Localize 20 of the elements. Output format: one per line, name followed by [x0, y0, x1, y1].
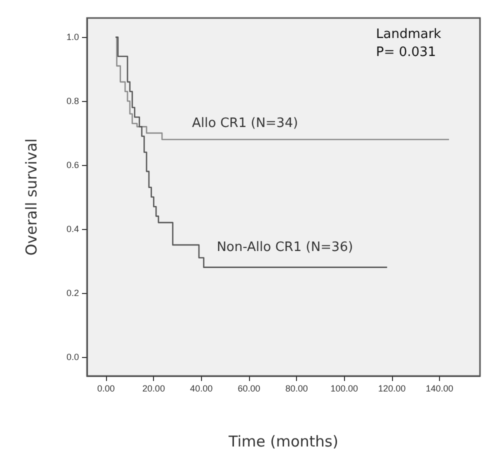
x-tick-label: 140.00	[426, 384, 454, 394]
y-tick-label: 0.8	[66, 96, 79, 106]
series-label: Non-Allo CR1 (N=36)	[216, 240, 354, 255]
annotation: P= 0.031	[376, 45, 436, 60]
y-axis-title: Overall survival	[22, 138, 40, 256]
series-label: Allo CR1 (N=34)	[192, 116, 298, 131]
x-tick-label: 20.00	[142, 384, 165, 394]
x-tick-label: 120.00	[378, 384, 406, 394]
y-tick-label: 0.4	[66, 224, 79, 234]
x-tick-label: 60.00	[238, 384, 260, 394]
y-tick-label: 0.0	[66, 352, 79, 362]
x-tick-label: 40.00	[190, 384, 213, 394]
y-tick-label: 0.6	[66, 160, 79, 170]
x-tick-label: 0.00	[97, 384, 115, 394]
annotation: Landmark	[376, 27, 442, 42]
x-tick-label: 80.00	[285, 384, 308, 394]
x-tick-label: 100.00	[330, 384, 358, 394]
x-axis-title: Time (months)	[228, 432, 338, 450]
y-tick-label: 0.2	[66, 288, 79, 298]
y-tick-label: 1.0	[66, 32, 79, 42]
